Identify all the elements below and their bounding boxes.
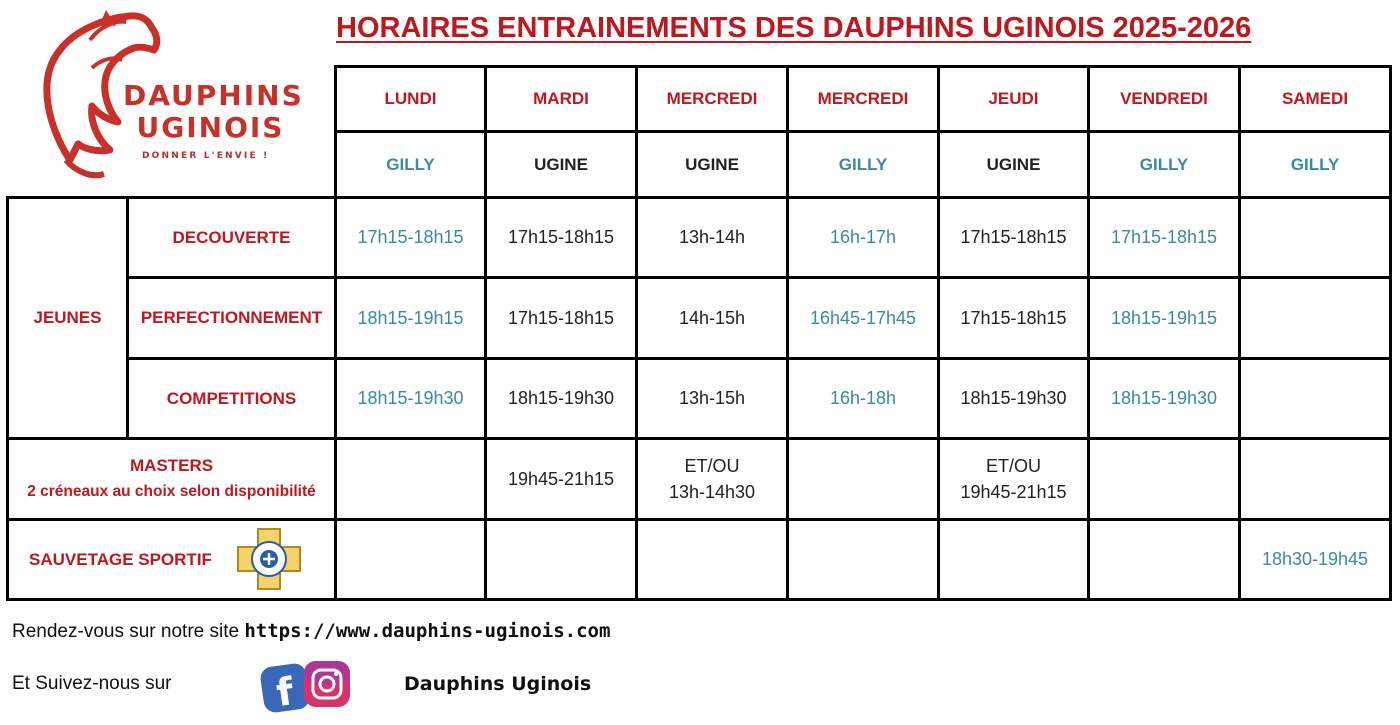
schedule-cell: 16h-18h xyxy=(829,388,897,408)
location-header: GILLY xyxy=(838,154,888,174)
schedule-cell: 17h15-18h15 xyxy=(357,227,464,247)
schedule-cell: 17h15-18h15 xyxy=(507,307,615,328)
day-header: SAMEDI xyxy=(1281,89,1349,108)
location-header: UGINE xyxy=(986,154,1041,174)
schedule-cell: 16h45-17h45 xyxy=(809,307,917,328)
location-header: UGINE xyxy=(534,154,588,174)
schedule-cell: 19h45-21h15 xyxy=(507,468,615,489)
grid-line xyxy=(126,196,129,440)
grid-line xyxy=(1389,65,1392,601)
masters-note: 2 créneaux au choix selon disponibilité xyxy=(27,483,316,500)
day-header: MARDI xyxy=(533,89,589,108)
facebook-icon xyxy=(260,663,310,713)
logo-brand: DAUPHINS UGINOIS xyxy=(123,79,304,144)
group-jeunes: JEUNES xyxy=(33,308,102,327)
website-link[interactable]: https://www.dauphins-uginois.com xyxy=(244,620,611,642)
location-header: GILLY xyxy=(386,154,435,174)
lifesaving-federation-badge-icon xyxy=(236,527,302,591)
location-header: UGINE xyxy=(685,154,739,174)
day-header: MERCREDI xyxy=(817,89,909,108)
grid-line xyxy=(334,130,1392,133)
schedule-cell: 18h30-19h45 xyxy=(1261,549,1369,569)
day-header: LUNDI xyxy=(384,89,437,108)
day-header: VENDREDI xyxy=(1120,89,1208,108)
logo-line1: DAUPHINS xyxy=(123,79,304,112)
schedule-cell: 18h15-19h30 xyxy=(507,388,615,408)
follow-text: Et Suivez-nous sur xyxy=(12,673,172,694)
dolphin-icon xyxy=(43,10,161,179)
social-icons[interactable]: f xyxy=(258,655,358,715)
masters-label: MASTERS xyxy=(129,456,214,475)
schedule-cell: 17h15-18h15 xyxy=(960,227,1067,247)
schedule-cell-line: 13h-14h30 xyxy=(668,482,756,502)
day-header: JEUDI xyxy=(988,89,1039,108)
social-account-name: Dauphins Uginois xyxy=(404,673,592,695)
schedule-cell: 18h15-19h30 xyxy=(960,388,1067,408)
grid-line xyxy=(127,276,1392,279)
grid-line xyxy=(6,598,1392,601)
schedule-cell: 18h15-19h30 xyxy=(357,388,464,408)
logo-line2: UGINOIS xyxy=(136,111,285,144)
schedule-cell: 18h15-19h15 xyxy=(1110,307,1218,328)
schedule-cell-line: 19h45-21h15 xyxy=(960,482,1067,502)
schedule-cell: 17h15-18h15 xyxy=(1110,227,1218,247)
grid-line xyxy=(635,65,638,601)
website-prefix: Rendez-vous sur notre site xyxy=(12,621,245,642)
schedule-cell: 14h-15h xyxy=(678,307,746,328)
group-masters: MASTERS 2 créneaux au choix selon dispon… xyxy=(9,440,334,518)
location-header: GILLY xyxy=(1139,154,1189,174)
grid-line xyxy=(6,437,1392,440)
schedule-cell: 17h15-18h15 xyxy=(960,307,1067,328)
grid-line xyxy=(937,65,940,601)
schedule-cell: 18h15-19h15 xyxy=(357,307,464,328)
grid-line xyxy=(334,65,1392,68)
grid-line xyxy=(334,65,337,601)
grid-line xyxy=(127,357,1392,360)
grid-line xyxy=(6,196,1392,199)
day-header: MERCREDI xyxy=(666,89,758,108)
group-competitions: COMPETITIONS xyxy=(166,388,297,408)
grid-line xyxy=(1238,65,1241,601)
grid-line xyxy=(786,65,789,601)
sauvetage-label: SAUVETAGE SPORTIF xyxy=(29,549,212,569)
grid-line xyxy=(6,196,9,601)
group-perfectionnement: PERFECTIONNEMENT xyxy=(140,308,323,327)
logo-tagline: DONNER L'ENVIE ! xyxy=(142,151,270,161)
schedule-cell: ET/OU 13h-14h30 xyxy=(638,440,786,518)
schedule-cell-line: ET/OU xyxy=(684,456,740,476)
website-line: Rendez-vous sur notre site https://www.d… xyxy=(12,620,610,643)
svg-text:f: f xyxy=(274,669,297,715)
schedule-cell: 13h-15h xyxy=(678,388,746,408)
schedule-cell: 13h-14h xyxy=(678,227,746,247)
schedule-cell-line: ET/OU xyxy=(985,456,1041,476)
group-decouverte: DECOUVERTE xyxy=(172,227,291,247)
grid-line xyxy=(484,65,487,601)
group-sauvetage: SAUVETAGE SPORTIF xyxy=(9,521,334,598)
schedule-cell: 17h15-18h15 xyxy=(507,227,615,247)
location-header: GILLY xyxy=(1290,154,1340,174)
grid-line xyxy=(6,518,1392,521)
page-title: HORAIRES ENTRAINEMENTS DES DAUPHINS UGIN… xyxy=(336,12,1252,44)
schedule-cell: 18h15-19h30 xyxy=(1110,388,1218,408)
schedule-cell: 16h-17h xyxy=(829,227,897,247)
schedule-cell: ET/OU 19h45-21h15 xyxy=(940,440,1087,518)
grid-line xyxy=(1087,65,1090,601)
club-logo: DAUPHINS UGINOIS DONNER L'ENVIE ! xyxy=(30,10,320,190)
